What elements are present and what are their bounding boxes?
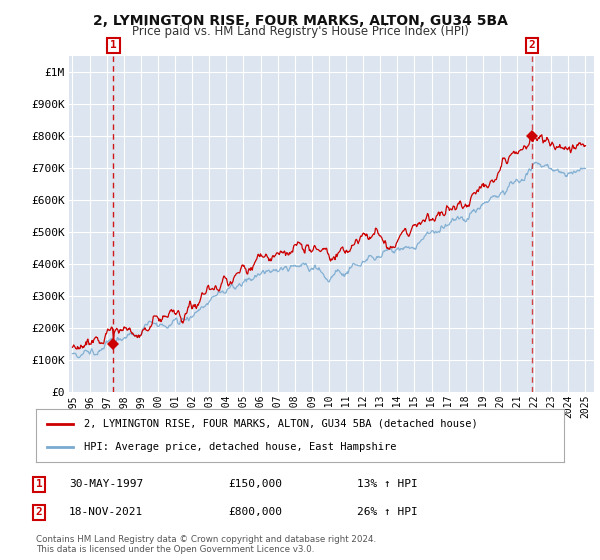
Text: Price paid vs. HM Land Registry's House Price Index (HPI): Price paid vs. HM Land Registry's House … bbox=[131, 25, 469, 38]
Text: 26% ↑ HPI: 26% ↑ HPI bbox=[357, 507, 418, 517]
Text: 2, LYMINGTON RISE, FOUR MARKS, ALTON, GU34 5BA (detached house): 2, LYMINGTON RISE, FOUR MARKS, ALTON, GU… bbox=[83, 419, 477, 429]
Text: 18-NOV-2021: 18-NOV-2021 bbox=[69, 507, 143, 517]
Text: £150,000: £150,000 bbox=[228, 479, 282, 489]
Text: Contains HM Land Registry data © Crown copyright and database right 2024.
This d: Contains HM Land Registry data © Crown c… bbox=[36, 535, 376, 554]
Text: 30-MAY-1997: 30-MAY-1997 bbox=[69, 479, 143, 489]
Text: 2: 2 bbox=[529, 40, 535, 50]
Text: 1: 1 bbox=[110, 40, 117, 50]
Text: 13% ↑ HPI: 13% ↑ HPI bbox=[357, 479, 418, 489]
Text: 1: 1 bbox=[35, 479, 43, 489]
Text: 2: 2 bbox=[35, 507, 43, 517]
Text: 2, LYMINGTON RISE, FOUR MARKS, ALTON, GU34 5BA: 2, LYMINGTON RISE, FOUR MARKS, ALTON, GU… bbox=[92, 14, 508, 28]
Text: HPI: Average price, detached house, East Hampshire: HPI: Average price, detached house, East… bbox=[83, 442, 396, 452]
Text: £800,000: £800,000 bbox=[228, 507, 282, 517]
